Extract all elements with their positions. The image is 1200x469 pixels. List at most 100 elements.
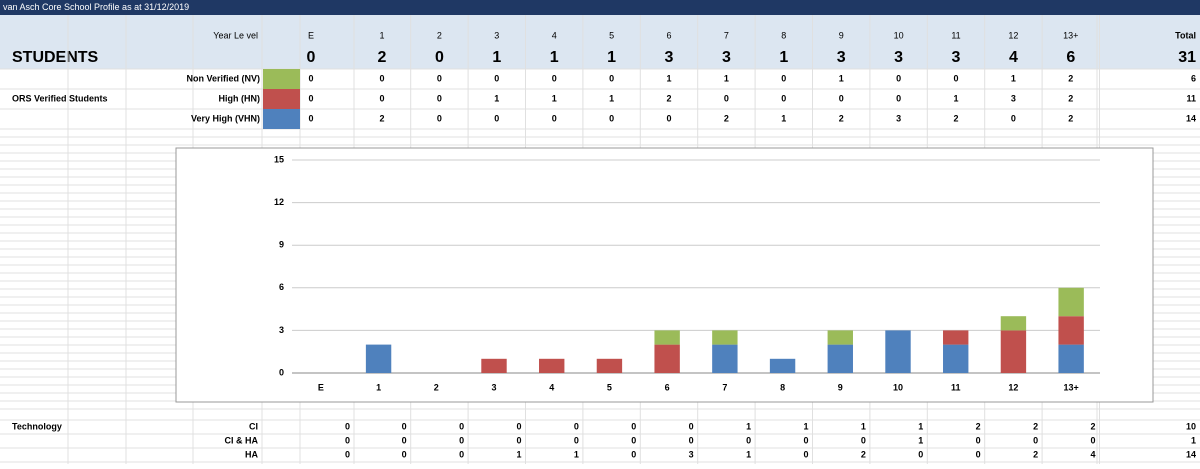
cell-value: 0 xyxy=(953,73,958,83)
students-count: 1 xyxy=(492,49,501,66)
row-total: 14 xyxy=(1186,113,1196,123)
cell-value: 2 xyxy=(1068,93,1073,103)
cell-value: 0 xyxy=(402,449,407,459)
cell-value: 1 xyxy=(746,449,751,459)
cell-value: 2 xyxy=(666,93,671,103)
cell-value: 2 xyxy=(724,113,729,123)
row-total: 11 xyxy=(1186,93,1196,103)
cell-value: 0 xyxy=(976,449,981,459)
students-count: 6 xyxy=(1066,49,1075,66)
cell-value: 0 xyxy=(379,73,384,83)
cell-value: 0 xyxy=(308,113,313,123)
column-header: 11 xyxy=(951,30,960,40)
cell-value: 1 xyxy=(918,421,923,431)
cell-value: 1 xyxy=(861,421,866,431)
x-tick-label: 7 xyxy=(722,382,727,392)
cell-value: 0 xyxy=(494,73,499,83)
cell-value: 0 xyxy=(574,421,579,431)
cell-value: 1 xyxy=(918,435,923,445)
y-tick-label: 12 xyxy=(274,197,284,207)
students-label: STUDENTS xyxy=(12,49,99,66)
cell-value: 0 xyxy=(1011,113,1016,123)
cell-value: 2 xyxy=(839,113,844,123)
cell-value: 0 xyxy=(689,435,694,445)
row-total: 14 xyxy=(1186,449,1196,459)
column-header: 3 xyxy=(494,30,499,40)
row-total: 1 xyxy=(1191,435,1196,445)
column-header: 12 xyxy=(1008,30,1018,40)
bar-segment xyxy=(885,330,911,373)
cell-value: 1 xyxy=(953,93,958,103)
cell-value: 1 xyxy=(494,93,499,103)
cell-value: 0 xyxy=(308,93,313,103)
column-header: 7 xyxy=(724,30,729,40)
row-label: CI xyxy=(249,421,258,431)
cell-value: 0 xyxy=(345,421,350,431)
cell-value: 0 xyxy=(516,435,521,445)
x-tick-label: 10 xyxy=(893,382,903,392)
cell-value: 2 xyxy=(1033,421,1038,431)
cell-value: 2 xyxy=(1068,113,1073,123)
sheet-title: van Asch Core School Profile as at 31/12… xyxy=(3,2,189,12)
students-count: 3 xyxy=(894,49,903,66)
x-tick-label: 2 xyxy=(434,382,439,392)
bar-segment xyxy=(943,344,969,373)
cell-value: 0 xyxy=(552,113,557,123)
cell-value: 2 xyxy=(976,421,981,431)
cell-value: 4 xyxy=(1090,449,1095,459)
year-label: Year Le vel xyxy=(213,30,258,40)
bar-segment xyxy=(1000,330,1027,373)
cell-value: 3 xyxy=(689,449,694,459)
cell-value: 0 xyxy=(724,93,729,103)
column-header: 1 xyxy=(379,30,384,40)
bar-segment xyxy=(365,344,392,373)
cell-value: 0 xyxy=(552,73,557,83)
cell-value: 2 xyxy=(953,113,958,123)
cell-value: 0 xyxy=(345,449,350,459)
y-tick-label: 0 xyxy=(279,367,284,377)
row-label: High (HN) xyxy=(219,93,261,103)
cell-value: 0 xyxy=(459,449,464,459)
header-band xyxy=(0,15,1200,69)
cell-value: 0 xyxy=(402,435,407,445)
bar-segment xyxy=(827,330,853,345)
cell-value: 0 xyxy=(839,93,844,103)
cell-value: 1 xyxy=(666,73,671,83)
bar-segment xyxy=(539,358,565,373)
cell-value: 2 xyxy=(861,449,866,459)
bar-segment xyxy=(1058,287,1084,317)
x-tick-label: 4 xyxy=(549,382,554,392)
bar-segment xyxy=(654,330,680,345)
cell-value: 0 xyxy=(516,421,521,431)
cell-value: 0 xyxy=(918,449,923,459)
cell-value: 0 xyxy=(437,93,442,103)
column-header: E xyxy=(308,30,314,40)
cell-value: 0 xyxy=(631,449,636,459)
row-total: 10 xyxy=(1186,421,1196,431)
cell-value: 0 xyxy=(781,93,786,103)
x-tick-label: 3 xyxy=(491,382,496,392)
students-count: 1 xyxy=(607,49,616,66)
y-tick-label: 3 xyxy=(279,325,284,335)
students-count: 3 xyxy=(952,49,961,66)
students-total: 31 xyxy=(1178,49,1196,66)
column-header: 4 xyxy=(552,30,557,40)
cell-value: 2 xyxy=(1090,421,1095,431)
cell-value: 0 xyxy=(308,73,313,83)
cell-value: 2 xyxy=(379,113,384,123)
column-header: 9 xyxy=(839,30,844,40)
x-tick-label: 13+ xyxy=(1064,382,1079,392)
cell-value: 1 xyxy=(724,73,729,83)
students-count: 0 xyxy=(307,49,316,66)
cell-value: 1 xyxy=(781,113,786,123)
technology-label: Technology xyxy=(12,421,62,431)
cell-value: 0 xyxy=(1090,435,1095,445)
bar-segment xyxy=(1058,316,1084,345)
legend-swatch xyxy=(263,69,300,89)
cell-value: 0 xyxy=(781,73,786,83)
y-tick-label: 9 xyxy=(279,240,284,250)
row-label: HA xyxy=(245,449,258,459)
cell-value: 0 xyxy=(437,113,442,123)
